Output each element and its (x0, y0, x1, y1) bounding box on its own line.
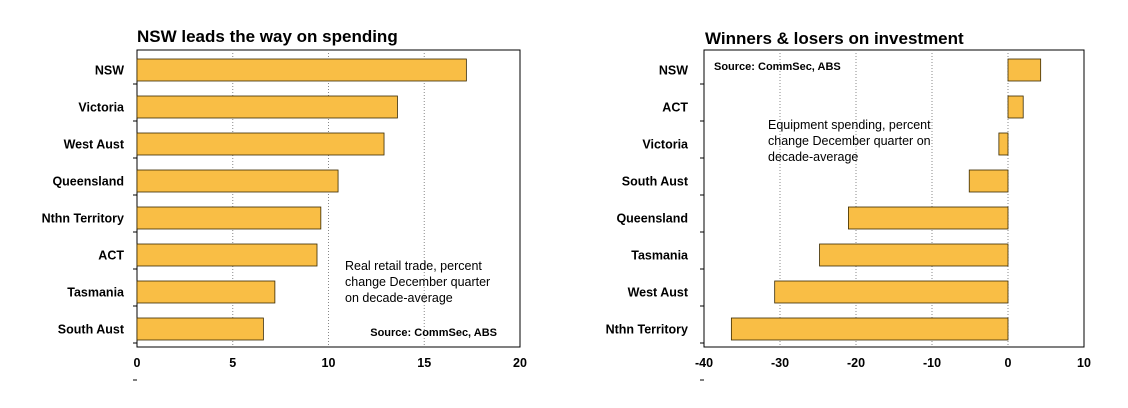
annotation-line-3: decade-average (768, 150, 858, 164)
bar (136, 58, 467, 82)
bar (136, 317, 264, 341)
category-label: West Aust (628, 286, 689, 300)
annotation-line-2: change December quarter on (768, 134, 931, 148)
grid-lines (700, 50, 1009, 381)
bars (730, 58, 1042, 341)
source-label: Source: CommSec, ABS (714, 61, 841, 73)
bar (136, 243, 318, 267)
x-tick-label: 10 (322, 356, 336, 370)
x-tick-label: 20 (513, 356, 527, 370)
x-tick-label: 0 (134, 356, 141, 370)
bar (1007, 58, 1042, 82)
category-label: Nthn Territory (606, 323, 688, 337)
bar (848, 206, 1009, 230)
x-tick-label: 0 (1005, 356, 1012, 370)
category-label: Queensland (616, 212, 688, 226)
x-tick-labels: -40 -30 -20 -10 0 10 (695, 356, 1091, 370)
category-label: Tasmania (631, 249, 689, 263)
bar (819, 243, 1009, 267)
chart-title: NSW leads the way on spending (137, 27, 398, 46)
bar (136, 280, 276, 304)
category-label: ACT (98, 249, 124, 263)
x-tick-label: 15 (417, 356, 431, 370)
category-label: West Aust (64, 138, 125, 152)
category-label: South Aust (622, 175, 689, 189)
category-label: Victoria (78, 101, 125, 115)
bar (1007, 95, 1024, 119)
bar (136, 95, 398, 119)
category-label: South Aust (58, 323, 125, 337)
x-tick-labels: 0 5 10 15 20 (134, 356, 527, 370)
x-tick-label: -10 (923, 356, 941, 370)
category-label: ACT (662, 101, 688, 115)
x-tick-label: 5 (229, 356, 236, 370)
bar (136, 132, 385, 156)
bar (136, 169, 339, 193)
category-labels: NSW ACT Victoria South Aust Queensland Tasman… (606, 64, 689, 337)
chart-spending: NSW leads the way on spending NSW Victori… (42, 27, 527, 381)
x-tick-label: -40 (695, 356, 713, 370)
annotation-line-3: on decade-average (345, 291, 453, 305)
grid-lines (133, 50, 425, 381)
annotation-line-1: Equipment spending, percent (768, 118, 931, 132)
chart-title: Winners & losers on investment (705, 29, 964, 48)
bar (998, 132, 1009, 156)
category-labels: NSW Victoria West Aust Queensland Nthn Terri… (42, 64, 125, 337)
category-label: Tasmania (67, 286, 125, 300)
annotation-line-2: change December quarter (345, 275, 490, 289)
bar (136, 206, 322, 230)
x-tick-label: 10 (1077, 356, 1091, 370)
category-label: Victoria (642, 138, 689, 152)
bar (730, 317, 1009, 341)
x-tick-label: -30 (771, 356, 789, 370)
bar (774, 280, 1009, 304)
category-label: Nthn Territory (42, 212, 124, 226)
bar (968, 169, 1009, 193)
category-label: Queensland (52, 175, 124, 189)
bars (136, 58, 467, 341)
chart-investment: Winners & losers on investment NSW ACT Vic… (606, 29, 1091, 381)
annotation-line-1: Real retail trade, percent (345, 259, 482, 273)
category-label: NSW (659, 64, 688, 78)
source-label: Source: CommSec, ABS (370, 327, 497, 339)
category-label: NSW (95, 64, 124, 78)
x-tick-label: -20 (847, 356, 865, 370)
